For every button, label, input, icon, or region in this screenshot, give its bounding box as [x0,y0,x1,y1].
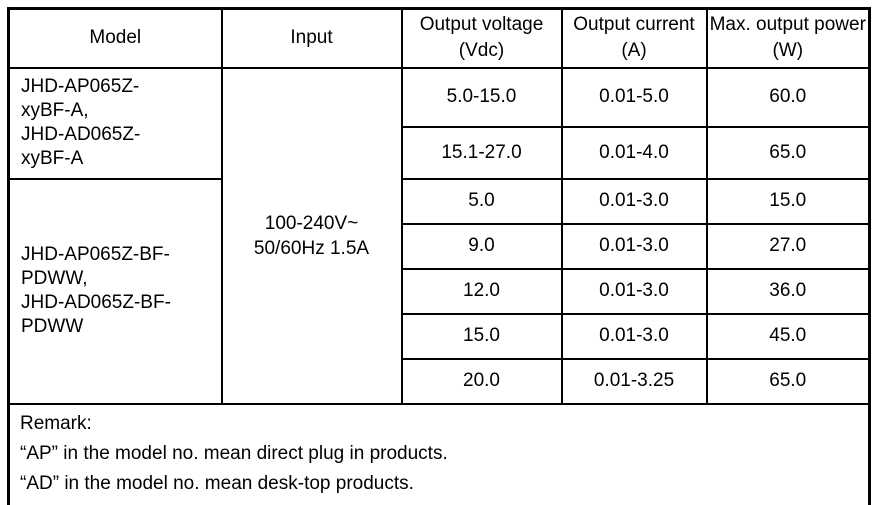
table-row: 15.0 0.01-3.0 45.0 [9,312,871,360]
power-cell: 65.0 [705,125,871,180]
voltage-cell: 5.0-15.0 [400,66,563,128]
input-spec-cell: 100-240V~ 50/60Hz 1.5A [220,66,403,405]
model-group-2-cell: JHD-AP065Z-BF- PDWW, JHD-AD065Z-BF- PDWW [7,177,223,405]
current-cell: 0.01-3.25 [560,357,708,405]
power-spec-table: Model Input Output voltage (Vdc) Output … [7,7,871,505]
power-cell: 60.0 [705,66,871,128]
table-row: 15.1-27.0 0.01-4.0 65.0 [9,125,871,180]
current-cell: 0.01-4.0 [560,125,708,180]
voltage-cell: 20.0 [400,357,563,405]
header-input: Input [220,7,403,69]
table-row: JHD-AP065Z-BF- PDWW, JHD-AD065Z-BF- PDWW… [7,177,871,405]
power-cell: 27.0 [705,222,871,270]
model-group-1-cell: JHD-AP065Z- xyBF-A, JHD-AD065Z- xyBF-A [7,66,223,180]
current-cell: 0.01-3.0 [560,222,708,270]
header-output-current: Output current (A) [560,7,708,69]
power-cell: 36.0 [705,267,871,315]
power-cell: 15.0 [705,177,871,225]
table-row: 9.0 0.01-3.0 27.0 [9,222,871,270]
voltage-cell: 9.0 [400,222,563,270]
voltage-cell: 12.0 [400,267,563,315]
current-cell: 0.01-3.0 [560,312,708,360]
power-cell: 45.0 [705,312,871,360]
table-header-row: Model Input Output voltage (Vdc) Output … [7,7,871,69]
header-model: Model [7,7,223,69]
table-row: JHD-AP065Z- xyBF-A, JHD-AD065Z- xyBF-A 1… [7,66,871,405]
table-row: 12.0 0.01-3.0 36.0 [9,267,871,315]
remark-line-ad: “AD” in the model no. mean desk-top prod… [20,472,414,494]
header-max-output-power: Max. output power (W) [705,7,871,69]
voltage-cell: 5.0 [400,177,563,225]
remark-title: Remark: [20,412,92,434]
power-cell: 65.0 [705,357,871,405]
remark-line-ap: “AP” in the model no. mean direct plug i… [20,442,448,464]
current-cell: 0.01-5.0 [560,66,708,128]
current-cell: 0.01-3.0 [560,177,708,225]
header-output-voltage: Output voltage (Vdc) [400,7,563,69]
voltage-cell: 15.1-27.0 [400,125,563,180]
table-row: 20.0 0.01-3.25 65.0 [9,357,871,405]
voltage-cell: 15.0 [400,312,563,360]
current-cell: 0.01-3.0 [560,267,708,315]
remark-row: Remark: “AP” in the model no. mean direc… [7,402,871,505]
remark-cell: Remark: “AP” in the model no. mean direc… [7,402,871,505]
